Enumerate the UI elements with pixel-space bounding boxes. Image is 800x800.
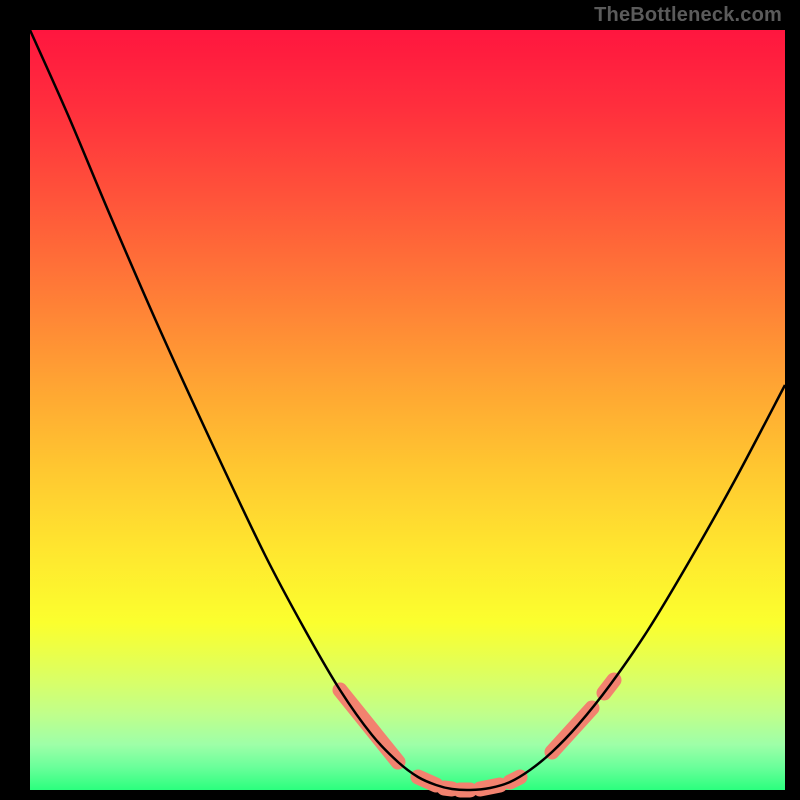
chart-container: { "attribution": { "text": "TheBottlenec… — [0, 0, 800, 800]
attribution-text: TheBottleneck.com — [594, 4, 782, 27]
bottleneck-chart — [0, 0, 800, 800]
plot-background — [30, 30, 785, 790]
